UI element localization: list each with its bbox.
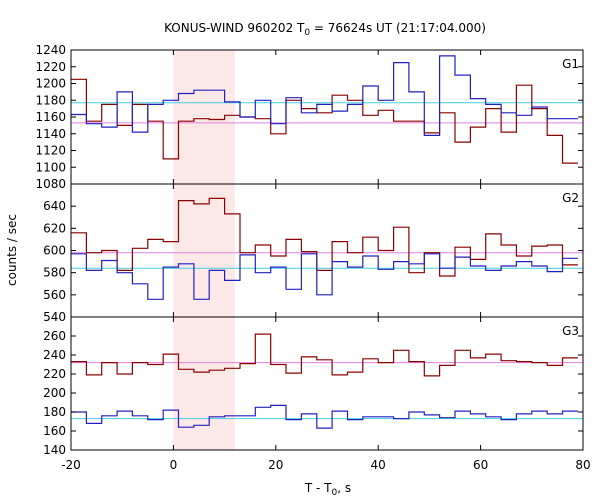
y-tick-label: 260 [43,329,66,343]
x-axis-label: T - T0, s [304,481,351,498]
y-tick-label: 140 [43,443,66,457]
panel-label: G1 [562,57,579,71]
y-tick-label: 1220 [35,60,66,74]
blue-step-series [71,404,578,429]
y-tick-label: 600 [43,244,66,258]
y-tick-label: 1160 [35,110,66,124]
blue-step-series [71,55,578,136]
y-tick-label: 220 [43,367,66,381]
y-tick-label: 1180 [35,93,66,107]
panel-label: G3 [562,324,579,338]
y-tick-label: 560 [43,288,66,302]
plot-area: 1080 1100 1120 1140 1160 1180 1200 1220 1240 G1 54… [35,43,590,472]
panel-label: G2 [562,191,579,205]
y-tick-label: 240 [43,348,66,362]
y-tick-label: 540 [43,310,66,324]
panel-frame [70,316,584,451]
panel-g3: 140 160 180 200 220 240 260 G3 [43,316,584,457]
y-axis-label: counts / sec [5,214,19,286]
y-tick-label: 640 [43,199,66,213]
x-tick-label: 0 [170,458,178,472]
panel-g1: 1080 1100 1120 1140 1160 1180 1200 1220 1240 G1 [35,43,584,191]
x-tick-label: 60 [473,458,488,472]
y-tick-label: 1120 [35,144,66,158]
y-tick-label: 160 [43,424,66,438]
highlight-band [173,317,235,450]
x-tick-label: -20 [61,458,81,472]
x-tick-label: 80 [575,458,590,472]
blue-step-series [71,253,578,300]
y-tick-label: 1100 [35,160,66,174]
y-tick-label: 1080 [35,177,66,191]
y-tick-label: 200 [43,386,66,400]
panel-g2: 540 560 580 600 620 640 G2 [43,183,584,324]
y-tick-label: 620 [43,221,66,235]
red-step-series [71,333,578,377]
red-step-series [71,197,578,277]
red-step-series [71,78,578,164]
x-tick-label: 20 [268,458,283,472]
y-tick-label: 1140 [35,127,66,141]
y-tick-label: 180 [43,405,66,419]
chart-title: KONUS-WIND 960202 T0 = 76624s UT (21:17:… [164,21,486,38]
highlight-band [173,50,235,184]
y-tick-label: 1200 [35,77,66,91]
y-tick-label: 580 [43,266,66,280]
x-tick-label: 40 [371,458,386,472]
y-tick-label: 1240 [35,43,66,57]
